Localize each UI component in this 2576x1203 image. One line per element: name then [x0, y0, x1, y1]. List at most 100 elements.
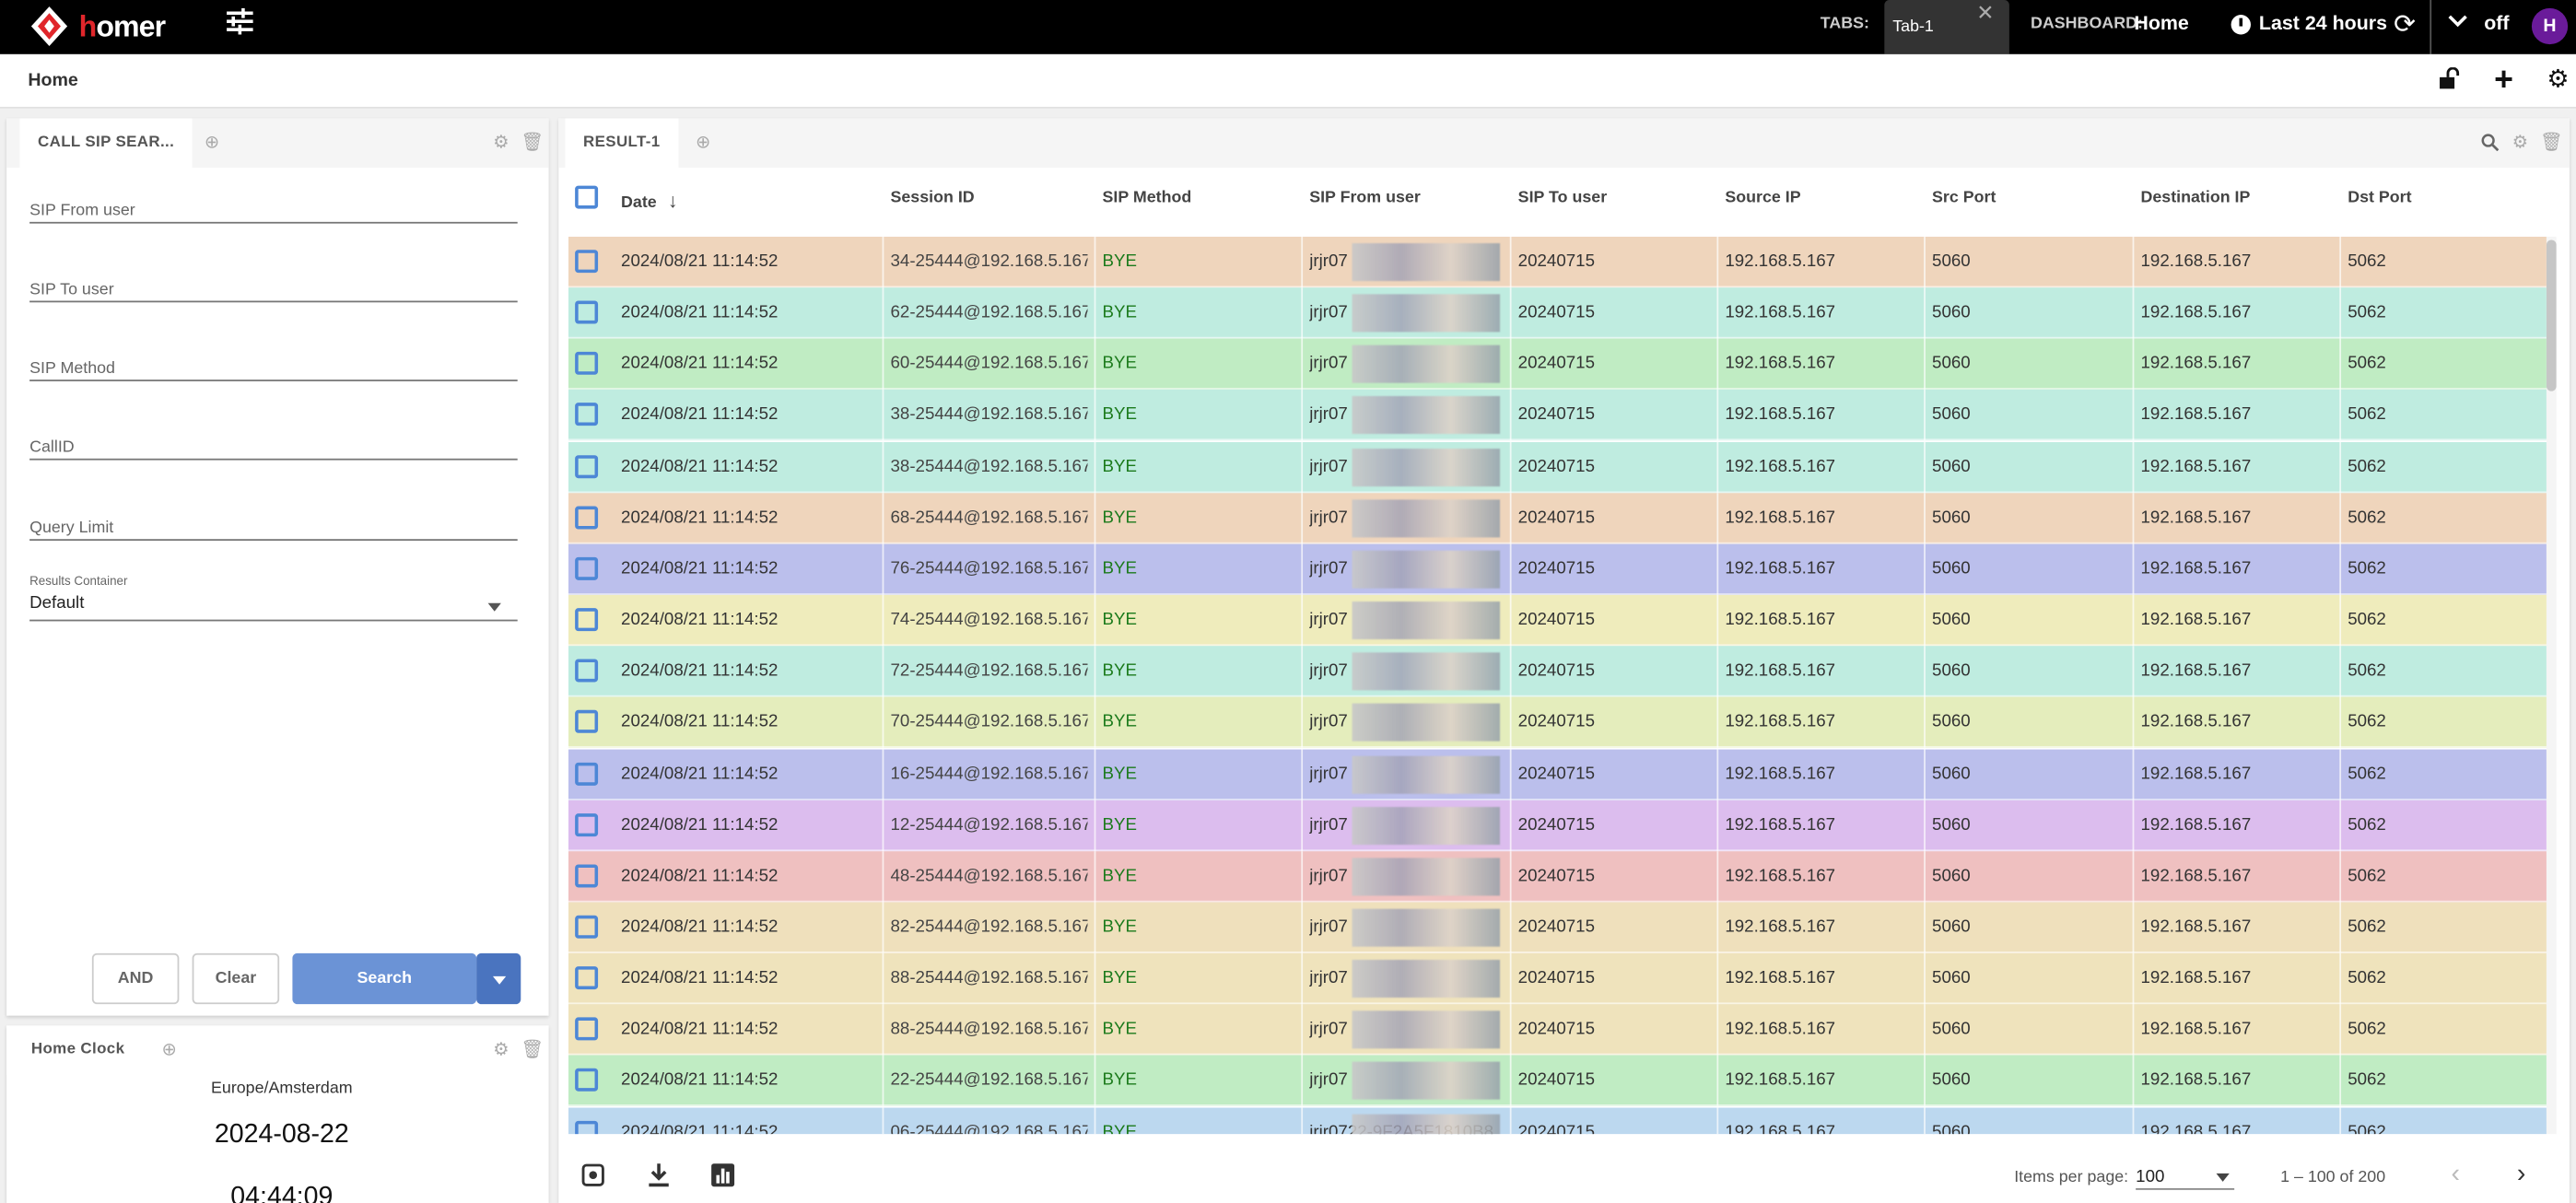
panel-title[interactable]: CALL SIP SEAR... [19, 118, 193, 168]
callid-field[interactable] [29, 430, 518, 461]
row-checkbox[interactable] [575, 761, 599, 785]
row-checkbox[interactable] [575, 710, 599, 734]
table-row[interactable]: 2024/08/21 11:14:52 12-25444@192.168.5.16… [568, 800, 2547, 851]
fullscreen-icon[interactable] [579, 1162, 608, 1191]
row-checkbox[interactable] [575, 403, 599, 426]
row-checkbox[interactable] [575, 352, 599, 376]
col-sip-to-user[interactable]: SIP To user [1517, 189, 1608, 207]
table-row[interactable]: 2024/08/21 11:14:52 06-25444@192.168.5.16… [568, 1106, 2547, 1135]
scrollbar-thumb[interactable] [2546, 239, 2557, 391]
gear-icon[interactable]: ⚙ [2547, 65, 2570, 94]
trash-icon[interactable]: 🗑 [521, 133, 544, 153]
col-dst-port[interactable]: Dst Port [2348, 189, 2412, 207]
row-checkbox[interactable] [575, 300, 599, 324]
sip-to-user-input[interactable] [29, 281, 518, 299]
table-row[interactable]: 2024/08/21 11:14:52 34-25444@192.168.5.16… [568, 236, 2547, 288]
auto-refresh-status[interactable]: off [2484, 11, 2510, 35]
scrollbar-track[interactable] [2546, 236, 2557, 1135]
table-row[interactable]: 2024/08/21 11:14:52 76-25444@192.168.5.16… [568, 543, 2547, 595]
avatar[interactable]: H [2531, 7, 2569, 45]
table-row[interactable]: 2024/08/21 11:14:52 74-25444@192.168.5.16… [568, 594, 2547, 647]
callid-input[interactable] [29, 438, 518, 458]
results-container-select[interactable]: Default [29, 593, 518, 622]
row-checkbox[interactable] [575, 454, 599, 478]
refresh-icon[interactable]: ⟳ [2394, 11, 2417, 40]
row-checkbox[interactable] [575, 659, 599, 683]
table-row[interactable]: 2024/08/21 11:14:52 48-25444@192.168.5.16… [568, 850, 2547, 903]
close-icon[interactable]: ✕ [1976, 0, 1995, 25]
row-checkbox[interactable] [575, 1017, 599, 1041]
clear-button[interactable]: Clear [192, 952, 280, 1005]
table-row[interactable]: 2024/08/21 11:14:52 72-25444@192.168.5.16… [568, 646, 2547, 697]
row-checkbox[interactable] [575, 1069, 599, 1092]
sip-method-field[interactable] [29, 352, 518, 381]
sort-arrow-icon[interactable]: ↓ [667, 189, 678, 213]
select-all-checkbox[interactable] [575, 185, 599, 209]
gear-icon[interactable]: ⚙ [493, 133, 509, 153]
prev-page-button[interactable]: ‹ [2451, 1160, 2461, 1188]
table-row[interactable]: 2024/08/21 11:14:52 60-25444@192.168.5.16… [568, 339, 2547, 391]
table-row[interactable]: 2024/08/21 11:14:52 38-25444@192.168.5.16… [568, 390, 2547, 441]
row-checkbox[interactable] [575, 556, 599, 580]
homer-logo-icon[interactable] [29, 5, 69, 47]
clock-title[interactable]: Home Clock [13, 1025, 143, 1075]
sip-method-input[interactable] [29, 359, 518, 379]
table-row[interactable]: 2024/08/21 11:14:52 88-25444@192.168.5.16… [568, 1004, 2547, 1056]
col-src-port[interactable]: Src Port [1932, 189, 1996, 207]
result-tab[interactable]: RESULT-1 [565, 118, 679, 168]
chart-icon[interactable] [708, 1162, 738, 1191]
row-checkbox[interactable] [575, 915, 599, 939]
sip-to-user-field[interactable] [29, 273, 518, 303]
gear-icon[interactable]: ⚙ [2512, 133, 2529, 153]
lock-open-icon[interactable] [2436, 66, 2463, 94]
col-source-ip[interactable]: Source IP [1725, 189, 1801, 207]
col-sip-method[interactable]: SIP Method [1102, 189, 1192, 207]
table-row[interactable]: 2024/08/21 11:14:52 38-25444@192.168.5.16… [568, 441, 2547, 493]
table-row[interactable]: 2024/08/21 11:14:52 62-25444@192.168.5.16… [568, 287, 2547, 339]
row-checkbox[interactable] [575, 864, 599, 888]
col-session-id[interactable]: Session ID [890, 189, 975, 207]
tab-chip[interactable]: Tab-1 ✕ [1884, 0, 2009, 54]
row-checkbox[interactable] [575, 250, 599, 274]
add-tab-icon[interactable]: ⊕ [204, 133, 220, 153]
add-tab-icon[interactable]: ⊕ [161, 1040, 177, 1060]
download-icon[interactable] [644, 1162, 673, 1191]
chevron-down-icon[interactable] [2448, 10, 2467, 29]
query-limit-input[interactable] [29, 519, 518, 538]
and-button[interactable]: AND [91, 952, 180, 1005]
search-options-button[interactable] [476, 952, 521, 1005]
row-checkbox[interactable] [575, 812, 599, 836]
trash-icon[interactable]: 🗑 [521, 1040, 544, 1060]
app-logo-text[interactable]: homer [79, 10, 167, 44]
tune-icon[interactable] [225, 6, 254, 36]
table-row[interactable]: 2024/08/21 11:14:52 88-25444@192.168.5.16… [568, 953, 2547, 1005]
trash-icon[interactable]: 🗑 [2539, 133, 2563, 153]
row-checkbox[interactable] [575, 1120, 599, 1135]
clock-icon[interactable] [2231, 15, 2251, 35]
plus-icon[interactable]: + [2494, 62, 2514, 99]
table-row[interactable]: 2024/08/21 11:14:52 16-25444@192.168.5.16… [568, 748, 2547, 800]
gear-icon[interactable]: ⚙ [493, 1040, 509, 1060]
tab-label[interactable]: Tab-1 [1892, 18, 1934, 37]
row-checkbox[interactable] [575, 966, 599, 990]
row-checkbox[interactable] [575, 608, 599, 632]
table-row[interactable]: 2024/08/21 11:14:52 22-25444@192.168.5.16… [568, 1056, 2547, 1107]
search-button[interactable]: Search [292, 952, 477, 1005]
items-per-page-select[interactable]: 100 [2136, 1161, 2235, 1190]
col-destination-ip[interactable]: Destination IP [2140, 189, 2251, 207]
table-row[interactable]: 2024/08/21 11:14:52 68-25444@192.168.5.16… [568, 492, 2547, 544]
add-tab-icon[interactable]: ⊕ [695, 133, 711, 153]
search-icon[interactable] [2479, 134, 2499, 153]
dashboard-name[interactable]: Home [2134, 11, 2189, 35]
sip-from-user-input[interactable] [29, 202, 518, 221]
time-range[interactable]: Last 24 hours [2258, 11, 2388, 35]
table-row[interactable]: 2024/08/21 11:14:52 82-25444@192.168.5.16… [568, 902, 2547, 953]
sip-from-user-field[interactable] [29, 194, 518, 224]
row-checkbox[interactable] [575, 506, 599, 530]
col-date[interactable]: Date ↓ [621, 189, 677, 212]
table-row[interactable]: 2024/08/21 11:14:52 70-25444@192.168.5.16… [568, 697, 2547, 749]
breadcrumb[interactable]: Home [28, 70, 78, 91]
col-sip-from-user[interactable]: SIP From user [1309, 189, 1421, 207]
next-page-button[interactable]: › [2516, 1160, 2526, 1188]
query-limit-field[interactable] [29, 511, 518, 542]
